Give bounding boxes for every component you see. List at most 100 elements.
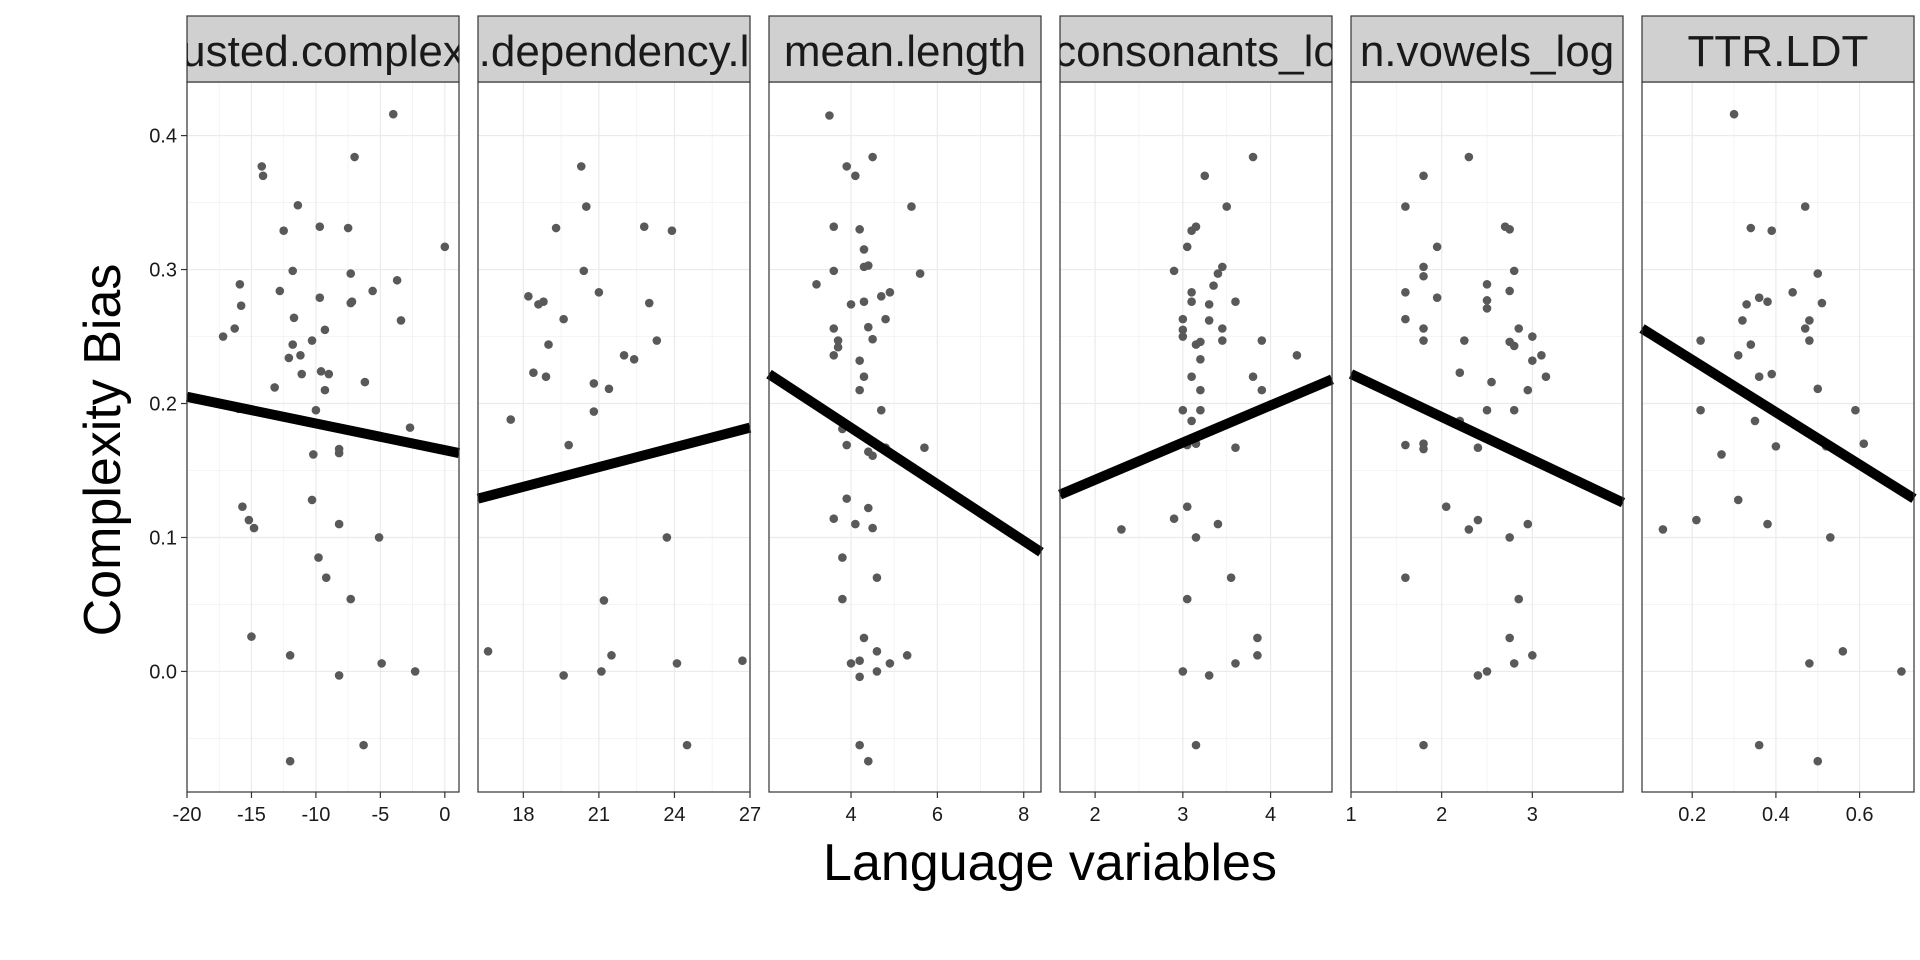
data-point <box>1187 416 1196 426</box>
data-point <box>1191 222 1201 231</box>
data-point <box>377 659 386 668</box>
data-point <box>855 672 864 682</box>
facet-strip <box>186 15 460 83</box>
facet-strip <box>768 15 1042 83</box>
facet-panel: mean.length 4 6 8 <box>766 15 1044 826</box>
data-point <box>1805 659 1814 668</box>
data-point <box>1178 314 1188 324</box>
facet-panel: n.vowels_log 1 2 3 <box>1345 15 1626 826</box>
data-point <box>579 266 589 276</box>
data-point <box>1800 324 1810 333</box>
data-point <box>1117 525 1126 534</box>
data-point <box>876 405 886 415</box>
data-point <box>1537 350 1546 360</box>
data-point <box>872 667 882 676</box>
data-point <box>1487 377 1496 387</box>
data-point <box>1746 223 1756 233</box>
data-point <box>551 223 561 233</box>
data-point <box>285 651 295 660</box>
data-point <box>1482 279 1492 289</box>
data-point <box>920 443 929 453</box>
data-point <box>1514 324 1524 333</box>
data-point <box>359 740 368 750</box>
data-point <box>915 269 925 278</box>
data-point <box>293 200 303 210</box>
data-point <box>902 651 912 660</box>
data-point <box>1248 372 1258 382</box>
data-point <box>846 300 856 309</box>
data-point <box>672 659 682 668</box>
data-point <box>1401 314 1410 324</box>
facet-panel: usted.complex -20 -15 -10 -5 0 <box>173 15 461 826</box>
data-point <box>604 384 614 394</box>
data-point <box>859 245 869 254</box>
x-tick-label: 3 <box>1527 804 1538 826</box>
fit-line <box>185 391 461 458</box>
data-point <box>410 667 420 676</box>
data-point <box>1767 369 1777 379</box>
data-point <box>589 407 599 416</box>
data-point <box>1717 450 1726 459</box>
data-point <box>682 740 692 750</box>
data-point <box>1509 266 1519 276</box>
facet-strip-label: .dependency.l <box>479 27 750 76</box>
data-point <box>1401 288 1410 297</box>
data-point <box>829 324 839 333</box>
facet-panel: TTR.LDT 0.2 0.4 0.6 <box>1639 15 1917 826</box>
data-point <box>1482 296 1492 305</box>
x-tick-label: 0.4 <box>1762 804 1790 826</box>
data-point <box>285 756 295 766</box>
x-tick-label: 4 <box>845 804 856 826</box>
data-point <box>1763 297 1772 306</box>
data-point <box>388 109 398 119</box>
data-point <box>1800 202 1810 211</box>
facet-strip <box>1641 15 1915 83</box>
x-tick-label: 24 <box>663 804 685 826</box>
data-point <box>1401 440 1410 450</box>
data-point <box>1658 525 1668 534</box>
data-point <box>483 647 493 656</box>
data-point <box>1196 337 1205 347</box>
data-point <box>334 448 344 458</box>
fit-line <box>766 369 1044 557</box>
data-point <box>524 292 533 301</box>
x-tick-label: -10 <box>301 804 330 826</box>
data-point <box>324 369 334 379</box>
data-point <box>1750 416 1760 426</box>
data-point <box>829 266 839 276</box>
data-point <box>864 261 873 270</box>
y-axis: 0.0 0.1 0.2 0.3 0.4 <box>149 126 187 683</box>
data-point <box>599 596 609 605</box>
data-point <box>1178 667 1188 676</box>
data-point <box>315 222 325 231</box>
data-point <box>279 226 288 235</box>
data-point <box>1187 297 1196 306</box>
data-point <box>360 377 370 387</box>
data-point <box>864 503 873 513</box>
data-point <box>1897 667 1906 676</box>
data-point <box>1401 573 1410 582</box>
data-point <box>881 314 890 324</box>
data-point <box>607 651 616 660</box>
data-point <box>812 279 821 289</box>
data-point <box>846 659 856 668</box>
data-point <box>667 226 677 235</box>
data-point <box>1509 659 1519 668</box>
data-point <box>334 519 344 529</box>
data-point <box>1692 515 1701 525</box>
data-point <box>311 405 321 415</box>
data-point <box>1509 405 1519 415</box>
data-point <box>1441 502 1451 511</box>
data-point <box>1729 109 1739 119</box>
data-point <box>1204 671 1214 680</box>
data-point <box>1826 533 1835 542</box>
data-point <box>1528 356 1537 365</box>
facet-strip-label: mean.length <box>784 27 1026 76</box>
data-point <box>868 451 877 461</box>
data-point <box>1196 355 1205 364</box>
data-point <box>581 202 591 211</box>
data-point <box>1514 594 1524 604</box>
data-point <box>1505 286 1514 296</box>
facet-strip <box>1350 15 1624 83</box>
data-point <box>1178 405 1188 415</box>
